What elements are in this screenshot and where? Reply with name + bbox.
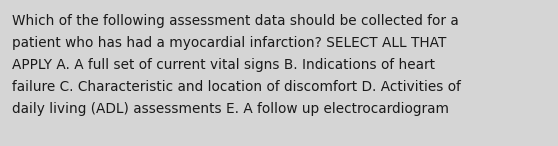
- Text: patient who has had a myocardial infarction? SELECT ALL THAT: patient who has had a myocardial infarct…: [12, 36, 446, 50]
- Text: failure C. Characteristic and location of discomfort D. Activities of: failure C. Characteristic and location o…: [12, 80, 461, 94]
- Text: APPLY A. A full set of current vital signs B. Indications of heart: APPLY A. A full set of current vital sig…: [12, 58, 435, 72]
- Text: Which of the following assessment data should be collected for a: Which of the following assessment data s…: [12, 14, 459, 28]
- Text: daily living (ADL) assessments E. A follow up electrocardiogram: daily living (ADL) assessments E. A foll…: [12, 102, 449, 116]
